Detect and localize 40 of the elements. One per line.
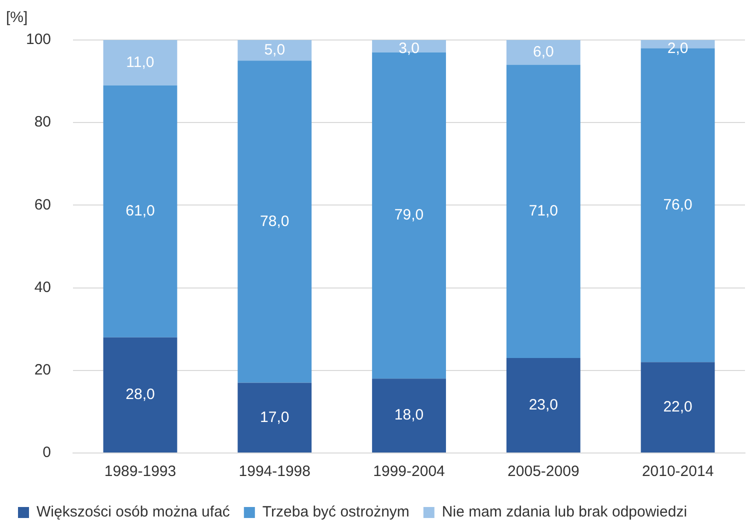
data-label: 76,0 (663, 196, 692, 214)
legend-label: Nie mam zdania lub brak odpowiedzi (442, 504, 688, 521)
x-tick-label: 1999-2004 (373, 463, 445, 480)
legend-label: Trzeba być ostrożnym (262, 504, 410, 521)
bar (506, 358, 580, 452)
x-tick-label: 2010-2014 (642, 463, 714, 480)
y-tick-label: 100 (26, 31, 52, 48)
y-tick-label: 60 (34, 196, 52, 214)
y-tick-label: 40 (34, 278, 52, 296)
x-tick-label: 2005-2009 (508, 463, 580, 480)
bar (238, 60, 312, 383)
bar (103, 40, 178, 86)
bar (103, 337, 178, 452)
y-axis-title: [%] (6, 9, 28, 26)
data-label: 5,0 (264, 41, 286, 58)
data-label: 71,0 (528, 202, 558, 220)
bar (238, 40, 312, 61)
y-tick-label: 20 (34, 362, 52, 379)
x-tick-label: 1989-1993 (104, 463, 176, 480)
bar (506, 64, 580, 358)
bar (640, 362, 715, 452)
y-tick-label: 80 (34, 114, 52, 131)
y-tick-label: 0 (42, 444, 52, 462)
bar (372, 378, 446, 452)
data-label: 23,0 (528, 396, 558, 414)
bar (238, 382, 312, 452)
data-label: 28,0 (126, 386, 155, 404)
data-label: 79,0 (394, 206, 424, 224)
bar (103, 85, 178, 338)
data-label: 11,0 (126, 54, 154, 71)
data-label: 78,0 (260, 212, 290, 230)
data-label: 18,0 (394, 406, 424, 424)
data-label: 22,0 (663, 398, 692, 416)
x-tick-label: 1994-1998 (238, 463, 310, 480)
data-label: 17,0 (260, 408, 290, 426)
data-label: 2,0 (667, 40, 688, 58)
data-label: 6,0 (532, 44, 554, 61)
legend-label: Większości osób można ufać (36, 504, 230, 521)
bar (506, 40, 580, 65)
data-label: 61,0 (126, 202, 155, 220)
